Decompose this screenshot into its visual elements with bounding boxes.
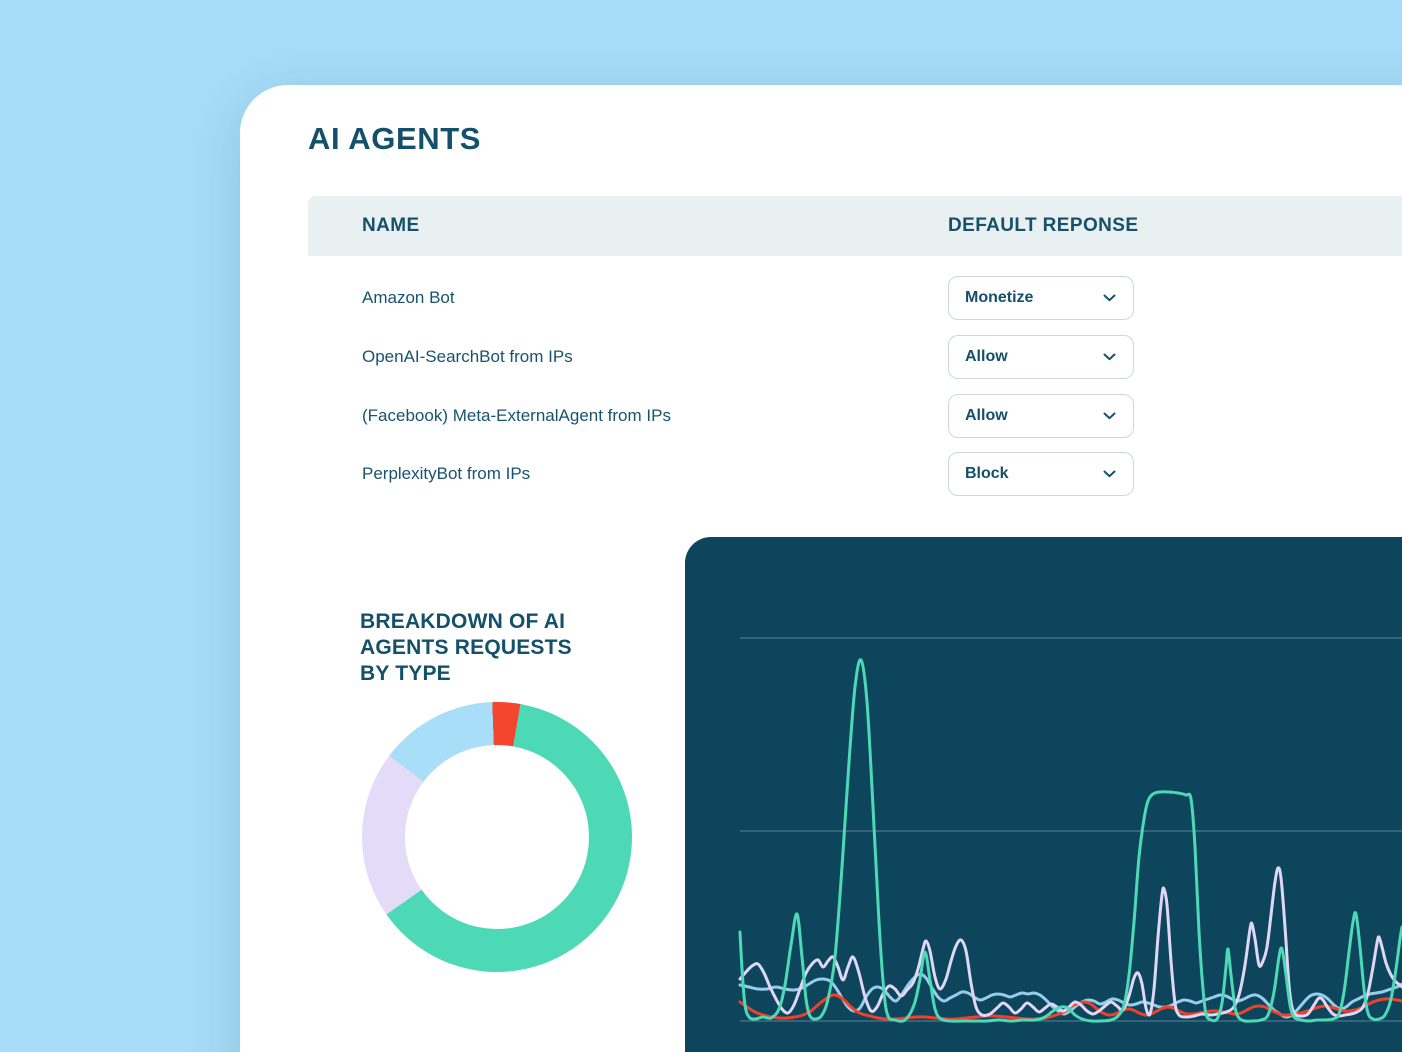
table-body: Amazon Bot Monetize OpenAI-SearchBot fro…: [308, 256, 1402, 504]
table-row: PerplexityBot from IPs Block: [308, 445, 1402, 504]
ai-agents-table: NAME DEFAULT REPONSE Amazon Bot Monetize…: [308, 196, 1402, 504]
response-dropdown[interactable]: Allow: [948, 393, 1134, 438]
donut-chart: [362, 702, 632, 972]
table-header: NAME DEFAULT REPONSE: [308, 196, 1402, 256]
lavender-line: [738, 866, 1402, 1019]
dropdown-selected-value: Block: [965, 465, 1009, 483]
agent-name: Amazon Bot: [362, 288, 455, 308]
agent-name: PerplexityBot from IPs: [362, 464, 531, 484]
donut-chart-title-line: BY TYPE: [360, 662, 451, 685]
traffic-chart-panel: [685, 537, 1402, 1052]
dropdown-selected-value: Allow: [965, 406, 1008, 424]
chevron-down-icon: [1103, 294, 1116, 302]
page-title: AI AGENTS: [308, 121, 482, 156]
response-dropdown[interactable]: Allow: [948, 335, 1134, 380]
mint-line: [738, 658, 1402, 1023]
table-row: OpenAI-SearchBot from IPs Allow: [308, 327, 1402, 387]
response-dropdown[interactable]: Block: [948, 452, 1134, 497]
content-card: AI AGENTS NAME DEFAULT REPONSE Amazon Bo…: [240, 85, 1402, 1052]
donut-chart-title-line: BREAKDOWN OF AI: [360, 610, 566, 633]
chevron-down-icon: [1103, 353, 1116, 361]
response-dropdown[interactable]: Monetize: [948, 276, 1134, 321]
dropdown-selected-value: Monetize: [965, 289, 1034, 307]
agent-name: OpenAI-SearchBot from IPs: [362, 347, 573, 367]
traffic-line-chart: [738, 637, 1402, 1023]
chevron-down-icon: [1103, 470, 1116, 478]
donut-chart-title-line: AGENTS REQUESTS: [360, 636, 572, 659]
table-row: (Facebook) Meta-ExternalAgent from IPs A…: [308, 386, 1402, 446]
agent-name: (Facebook) Meta-ExternalAgent from IPs: [362, 405, 671, 425]
donut-chart-title: BREAKDOWN OF AI AGENTS REQUESTS BY TYPE: [360, 609, 572, 687]
dropdown-selected-value: Allow: [965, 348, 1008, 366]
column-header-default-response: DEFAULT REPONSE: [948, 215, 1139, 236]
chevron-down-icon: [1103, 412, 1116, 419]
table-row: Amazon Bot Monetize: [308, 269, 1402, 328]
column-header-name: NAME: [362, 215, 420, 236]
donut-hole: [405, 745, 589, 929]
